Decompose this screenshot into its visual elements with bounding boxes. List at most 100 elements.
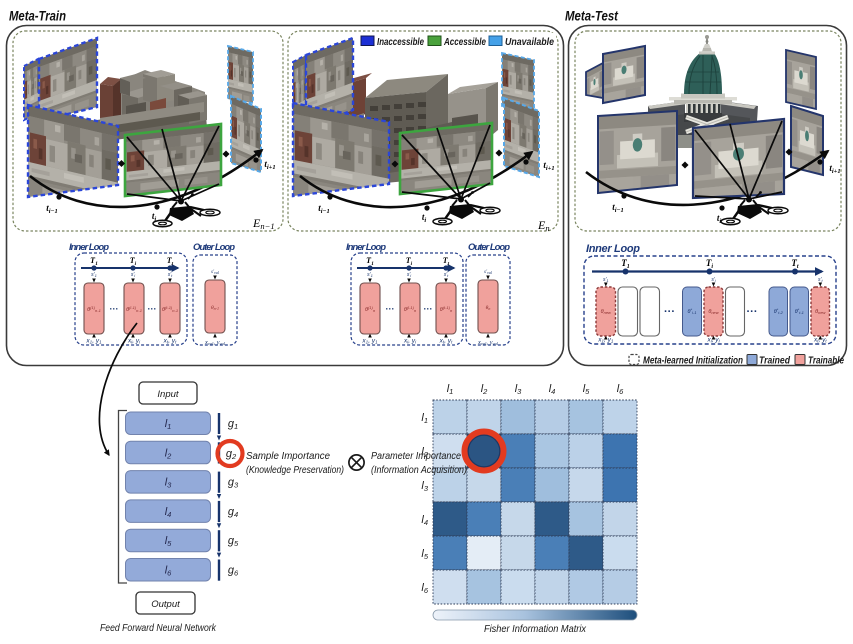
svg-text:Outer Loop: Outer Loop: [193, 242, 235, 253]
svg-text:ti: ti: [152, 211, 157, 223]
svg-text:s′t: s′t: [818, 277, 823, 283]
svg-text:xi, yi: xi, yi: [127, 338, 141, 345]
svg-text:θ(1)n: θ(1)n: [365, 305, 376, 313]
svg-text:···: ···: [664, 306, 675, 318]
svg-text:Meta-Test: Meta-Test: [565, 8, 619, 24]
svg-text:θnew: θnew: [815, 309, 826, 315]
svg-text:···: ···: [747, 306, 758, 318]
svg-text:g3: g3: [228, 477, 239, 490]
svg-text:(Information Acquisition): (Information Acquisition): [371, 465, 467, 476]
svg-text:s′1: s′1: [603, 277, 609, 283]
svg-text:l3: l3: [165, 477, 172, 490]
svg-text:···: ···: [386, 304, 395, 314]
svg-text:s′val: s′val: [211, 270, 220, 275]
svg-text:l3: l3: [515, 383, 522, 396]
svg-text:Ti: Ti: [706, 258, 714, 270]
svg-text:Meta-Train: Meta-Train: [9, 8, 66, 24]
svg-text:(Knowledge Preservation): (Knowledge Preservation): [246, 465, 344, 476]
svg-text:l1: l1: [447, 383, 454, 396]
svg-text:g4: g4: [228, 506, 238, 519]
svg-text:l2: l2: [481, 383, 488, 396]
svg-text:Input: Input: [157, 389, 178, 400]
svg-text:θ*i-1: θ*i-1: [688, 307, 697, 315]
svg-text:Ti: Ti: [130, 256, 137, 267]
svg-text:xt, yt: xt, yt: [163, 338, 177, 345]
svg-text:l5: l5: [583, 383, 590, 396]
svg-text:xi, yi: xi, yi: [706, 337, 720, 344]
svg-text:s′1: s′1: [367, 272, 373, 278]
svg-text:T1: T1: [90, 256, 98, 267]
svg-text:Trainable: Trainable: [808, 355, 844, 367]
svg-text:ti+1: ti+1: [829, 163, 840, 175]
svg-text:θn: θn: [486, 305, 491, 311]
svg-text:l4: l4: [421, 514, 428, 527]
svg-text:Inner Loop: Inner Loop: [69, 242, 109, 253]
svg-text:l5: l5: [421, 548, 428, 561]
svg-text:ti−1: ti−1: [318, 203, 330, 215]
svg-text:l6: l6: [617, 383, 624, 396]
svg-text:s′i: s′i: [711, 277, 716, 283]
svg-text:ti−1: ti−1: [46, 203, 58, 215]
svg-text:xt, yt: xt, yt: [813, 337, 827, 344]
svg-text:s′i: s′i: [407, 272, 412, 278]
svg-text:Ti: Ti: [406, 256, 413, 267]
svg-text:θnew: θnew: [601, 309, 612, 315]
svg-text:Parameter Importance: Parameter Importance: [371, 451, 461, 462]
svg-text:g1: g1: [228, 418, 238, 431]
svg-text:s′t: s′t: [444, 272, 449, 278]
svg-text:Accessible: Accessible: [443, 36, 486, 48]
svg-text:Inner Loop: Inner Loop: [586, 243, 640, 255]
svg-text:l2: l2: [165, 447, 172, 460]
svg-text:s′t: s′t: [168, 272, 173, 278]
svg-text:θ*t-2: θ*t-2: [774, 307, 784, 315]
svg-text:x1, y1: x1, y1: [361, 338, 378, 345]
svg-text:Inner Loop: Inner Loop: [346, 242, 386, 253]
svg-text:Tt: Tt: [443, 256, 450, 267]
svg-text:T1: T1: [621, 258, 630, 270]
svg-text:s′val: s′val: [484, 270, 493, 275]
svg-text:θ(i-1)n: θ(i-1)n: [404, 305, 417, 313]
svg-text:g6: g6: [228, 565, 239, 578]
svg-text:l3: l3: [421, 480, 428, 493]
svg-text:Inaccessible: Inaccessible: [377, 36, 424, 48]
svg-text:Feed Forward Neural Network: Feed Forward Neural Network: [100, 623, 217, 634]
svg-text:θ*t-1: θ*t-1: [795, 307, 804, 315]
svg-text:ti+1: ti+1: [543, 160, 554, 172]
svg-text:l6: l6: [421, 582, 428, 595]
svg-text:xval, yval: xval, yval: [204, 339, 226, 346]
svg-text:s′i: s′i: [131, 272, 136, 278]
svg-text:θ(t-1)n-1: θ(t-1)n-1: [162, 305, 178, 313]
svg-text:l4: l4: [549, 383, 556, 396]
svg-text:xt, yt: xt, yt: [439, 338, 453, 345]
svg-text:l2: l2: [421, 446, 428, 459]
svg-text:ti−1: ti−1: [612, 202, 624, 214]
svg-text:Sample Importance: Sample Importance: [246, 451, 330, 462]
svg-text:···: ···: [148, 304, 157, 314]
svg-text:g5: g5: [228, 535, 239, 548]
svg-text:xi, yi: xi, yi: [403, 338, 417, 345]
svg-text:x1, y1: x1, y1: [597, 337, 614, 344]
svg-text:T1: T1: [366, 256, 374, 267]
svg-text:···: ···: [110, 304, 119, 314]
svg-text:Tt: Tt: [791, 258, 799, 270]
svg-text:θn-1: θn-1: [211, 305, 219, 311]
svg-text:θ(1)n-1: θ(1)n-1: [87, 305, 101, 313]
svg-text:Fisher Information Matrix: Fisher Information Matrix: [484, 623, 587, 635]
svg-text:Tt: Tt: [167, 256, 174, 267]
svg-text:Unavailable: Unavailable: [505, 36, 554, 48]
svg-text:xval, yval: xval, yval: [477, 339, 499, 346]
svg-text:θ(t-1)n: θ(t-1)n: [440, 305, 453, 313]
svg-text:ti+1: ti+1: [264, 159, 275, 171]
svg-text:l1: l1: [421, 412, 428, 425]
svg-text:Output: Output: [151, 599, 180, 610]
svg-text:ti: ti: [422, 212, 427, 224]
svg-text:l5: l5: [165, 535, 172, 548]
svg-text:l1: l1: [165, 418, 172, 431]
svg-text:x1, y1: x1, y1: [85, 338, 102, 345]
svg-text:l6: l6: [165, 565, 172, 578]
svg-text:Meta-learned Initialization: Meta-learned Initialization: [643, 355, 743, 367]
svg-text:Trained: Trained: [759, 355, 790, 367]
svg-text:s′1: s′1: [91, 272, 97, 278]
svg-text:g2: g2: [226, 448, 237, 461]
svg-text:Outer Loop: Outer Loop: [468, 242, 510, 253]
